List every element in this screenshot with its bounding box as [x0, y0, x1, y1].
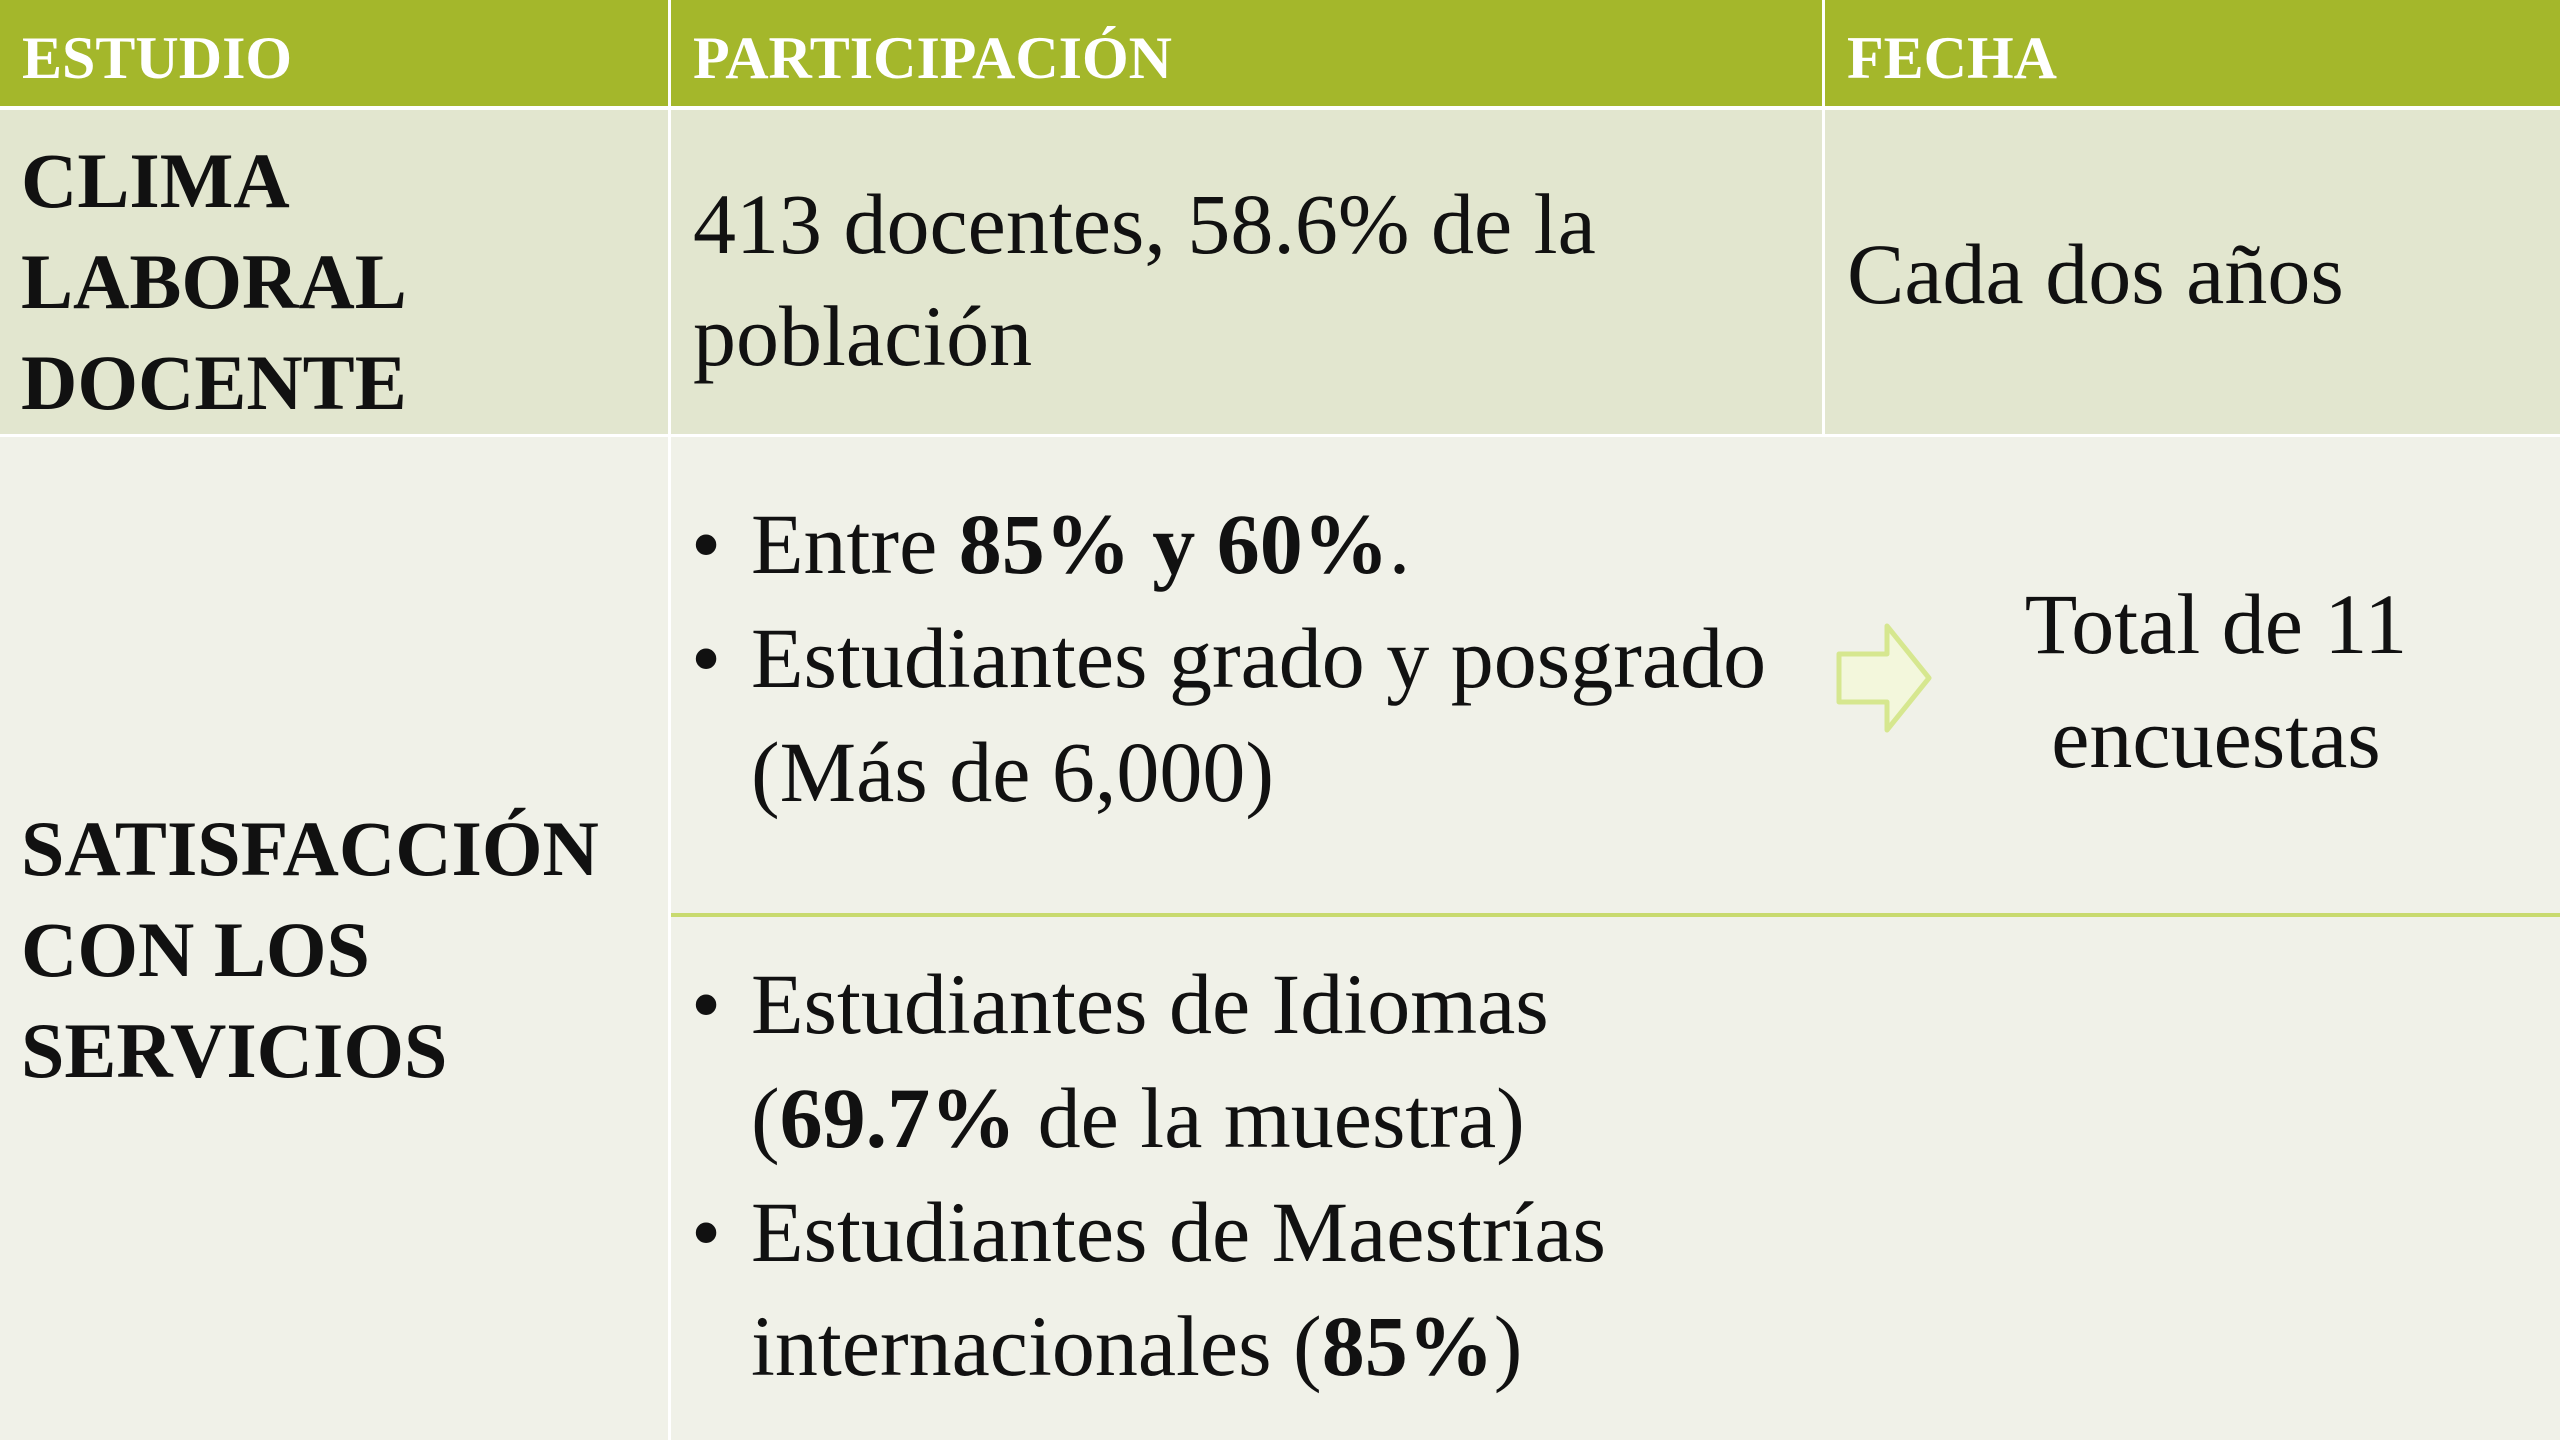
text-run: . — [1388, 496, 1411, 592]
table-cell: CLIMA LABORAL DOCENTE — [0, 110, 668, 434]
text-run: 85% y 60% — [958, 496, 1389, 592]
table-cell: Entre 85% y 60%.Estudiantes grado y posg… — [671, 437, 2560, 1440]
table-cell: SATISFACCIÓN CON LOS SERVICIOS — [0, 437, 668, 1440]
text-run: Entre — [751, 496, 959, 592]
bullet-item: Estudiantes de Maestrías internacionales… — [691, 1175, 1811, 1403]
text-run: ) — [1493, 1298, 1523, 1394]
header-cell: FECHA — [1825, 0, 2560, 106]
table-cell: Cada dos años — [1825, 110, 2560, 434]
date: Cada dos años — [1847, 226, 2344, 322]
bullet-list: Estudiantes de Idiomas (69.7% de la mues… — [691, 947, 1811, 1403]
bullet-item: Estudiantes grado y posgrado (Más de 6,0… — [691, 601, 1811, 829]
text-run: 69.7% — [779, 1070, 1017, 1166]
bullet-item: Estudiantes de Idiomas (69.7% de la mues… — [691, 947, 1811, 1175]
table-cell: 413 docentes, 58.6% de la población — [671, 110, 1822, 434]
date: Total de 11 encuestas — [2024, 576, 2408, 786]
study-name: CLIMA LABORAL DOCENTE — [21, 137, 407, 426]
text-run: Estudiantes de Idiomas ( — [751, 956, 1549, 1166]
bullet-list: Entre 85% y 60%.Estudiantes grado y posg… — [691, 487, 1811, 829]
participation: 413 docentes, 58.6% de la población — [693, 176, 1596, 384]
header-cell: PARTICIPACIÓN — [671, 0, 1822, 106]
header-cell: ESTUDIO — [0, 0, 668, 106]
bullet-item: Entre 85% y 60%. — [691, 487, 1811, 601]
text-run: Estudiantes de Maestrías internacionales… — [751, 1184, 1607, 1394]
arrow-icon — [1836, 623, 1932, 733]
text-run: 85% — [1321, 1298, 1494, 1394]
study-name: SATISFACCIÓN CON LOS SERVICIOS — [21, 805, 599, 1094]
divider — [671, 913, 2560, 917]
text-run: Estudiantes grado y posgrado (Más de 6,0… — [751, 610, 1767, 820]
text-run: de la muestra) — [1016, 1070, 1525, 1166]
